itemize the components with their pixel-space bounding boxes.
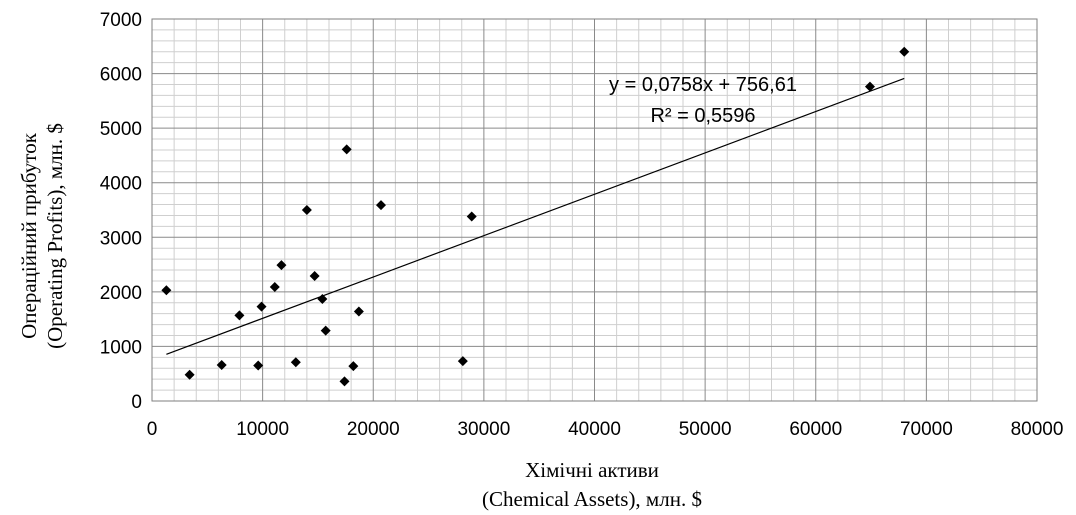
y-tick-label: 5000 <box>100 119 142 140</box>
data-point <box>375 200 386 211</box>
x-tick-label: 0 <box>147 419 158 440</box>
data-point <box>317 293 328 304</box>
data-point <box>161 285 172 296</box>
y-tick-label: 1000 <box>100 337 142 358</box>
x-tick-label: 20000 <box>347 419 400 440</box>
x-axis-tick-labels: 0 10000 20000 30000 40000 50000 60000 70000 8000… <box>147 419 1064 440</box>
data-point <box>341 144 352 155</box>
data-point <box>309 271 320 282</box>
y-axis-title-line2: (Operating Profits), млн. $ <box>43 123 67 349</box>
data-point <box>290 357 301 368</box>
data-point <box>216 359 227 370</box>
y-axis-tick-labels: 0 1000 2000 3000 4000 5000 6000 7000 <box>100 10 142 413</box>
trendline-equation: y = 0,0758x + 756,61 <box>609 74 797 96</box>
plot-area-frame <box>151 18 1038 402</box>
data-point <box>348 361 359 372</box>
plot-border <box>151 18 1038 402</box>
data-point <box>466 211 477 222</box>
y-tick-label: 6000 <box>100 65 142 86</box>
x-tick-label: 10000 <box>236 419 289 440</box>
x-tick-label: 40000 <box>568 419 621 440</box>
data-point <box>269 281 280 292</box>
data-point <box>457 356 468 367</box>
x-axis-title-line2: (Chemical Assets), млн. $ <box>482 487 702 511</box>
x-tick-label: 60000 <box>789 419 842 440</box>
x-tick-label: 50000 <box>679 419 732 440</box>
data-point <box>899 46 910 57</box>
y-tick-label: 7000 <box>100 10 142 31</box>
data-point <box>234 310 245 321</box>
x-tick-label: 30000 <box>457 419 510 440</box>
data-point <box>253 360 264 371</box>
x-tick-label: 70000 <box>900 419 953 440</box>
x-axis-title-line1: Хімічні активи <box>525 458 659 482</box>
x-tick-label: 80000 <box>1011 419 1064 440</box>
data-point <box>256 301 267 312</box>
trendline <box>166 77 905 355</box>
data-point <box>864 81 875 92</box>
y-axis-title-line1: Операційний прибуток <box>17 132 41 339</box>
data-points <box>161 46 910 387</box>
y-tick-label: 4000 <box>100 174 142 195</box>
data-point <box>320 325 331 336</box>
trendline-group <box>166 77 905 355</box>
y-tick-label: 3000 <box>100 228 142 249</box>
y-tick-label: 2000 <box>100 283 142 304</box>
data-point <box>184 369 195 380</box>
chart-text-labels: y = 0,0758x + 756,61 R² = 0,5596 Хімічні… <box>17 74 797 511</box>
data-point <box>276 260 287 271</box>
data-point <box>339 376 350 387</box>
data-point <box>353 306 364 317</box>
trendline-r2: R² = 0,5596 <box>650 105 755 127</box>
data-point <box>301 205 312 215</box>
y-tick-label: 0 <box>131 392 142 413</box>
